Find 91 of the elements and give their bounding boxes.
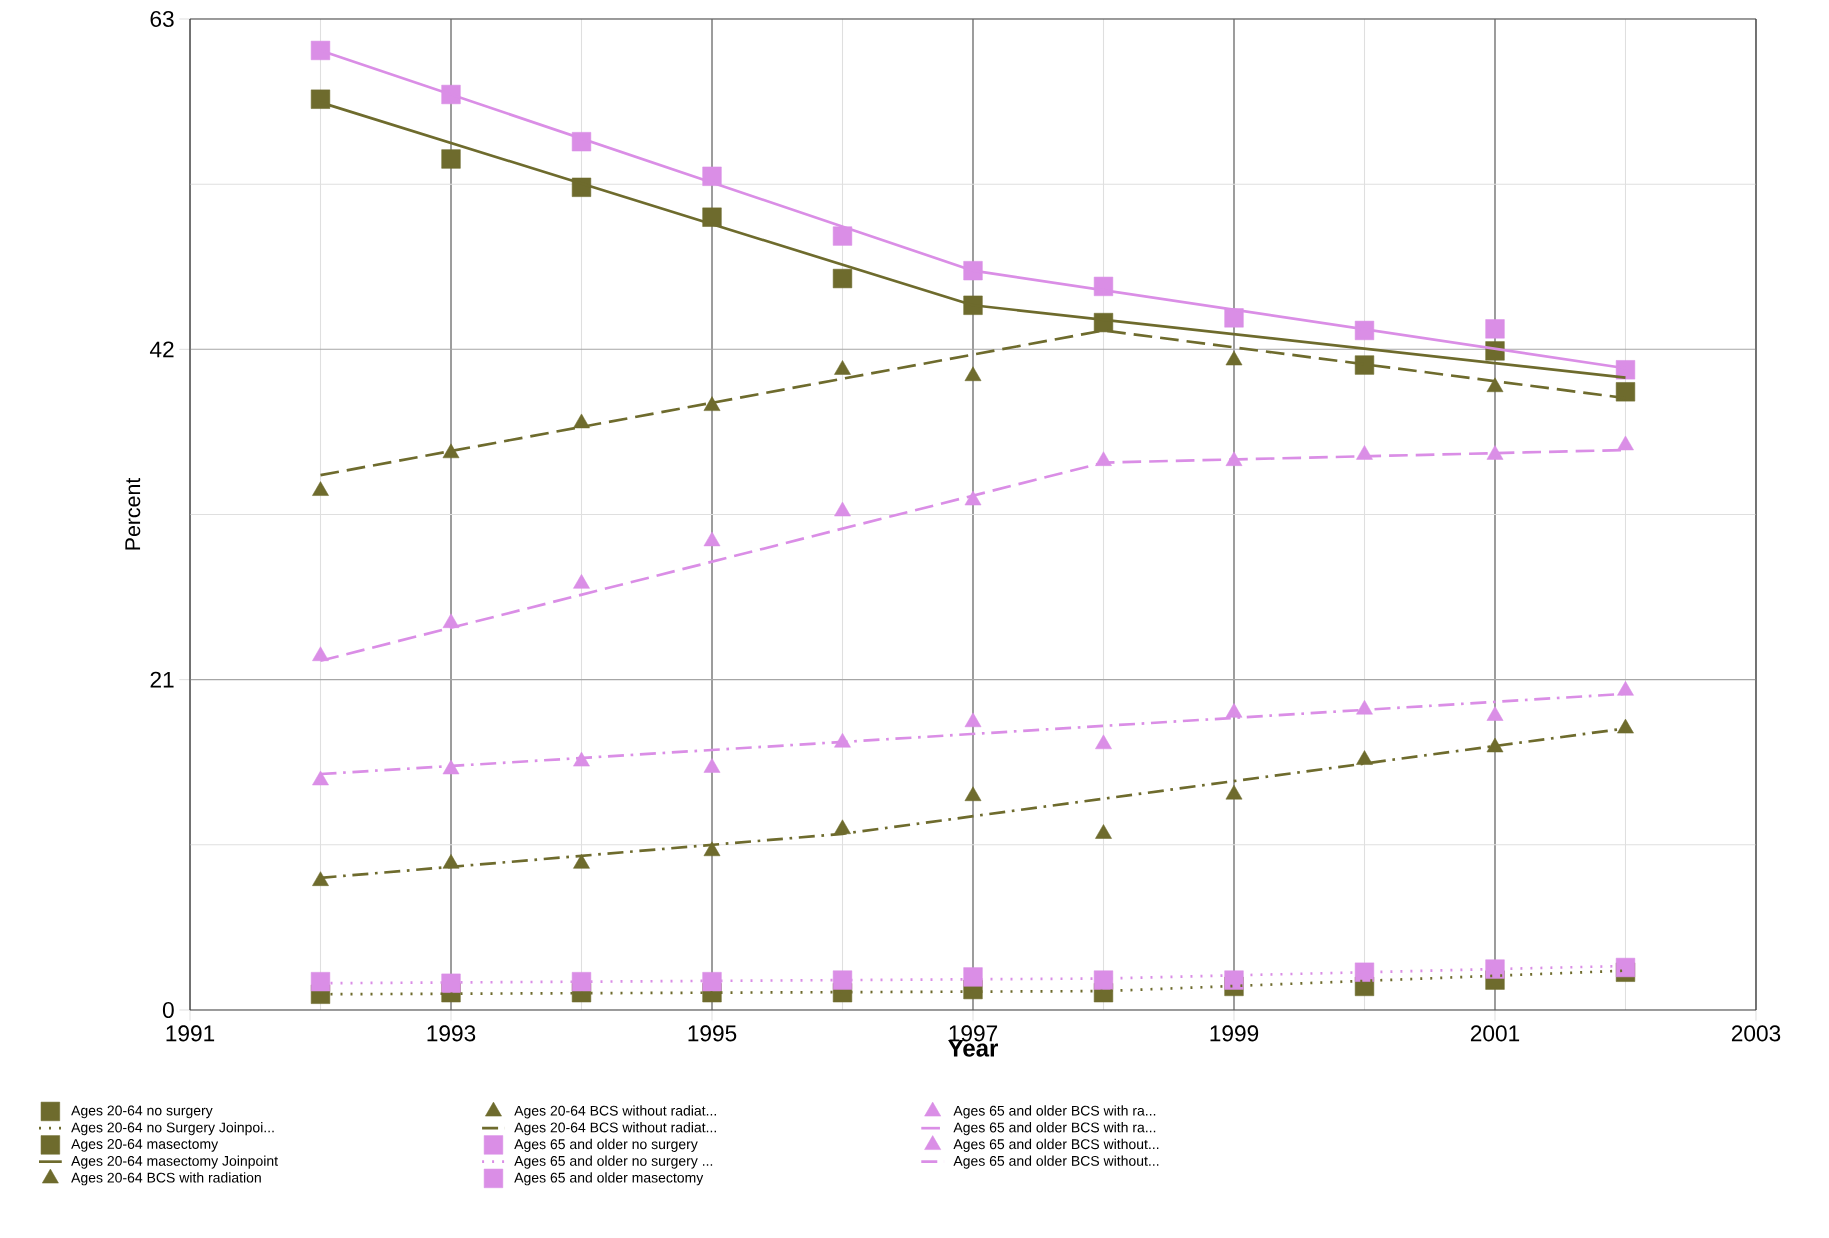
point (1486, 445, 1504, 460)
point (1356, 699, 1373, 715)
point (964, 712, 982, 728)
point (441, 149, 461, 169)
point (832, 970, 853, 990)
y-tick-label: 0 (162, 1001, 174, 1019)
point (1486, 737, 1504, 753)
x-axis-title: Year (948, 1039, 998, 1057)
point (1225, 703, 1243, 718)
legend-label: Ages 20-64 masectomy (71, 1139, 219, 1152)
y-tick-label: 21 (150, 671, 174, 688)
legend-label: Ages 20-64 BCS without radiat... (514, 1105, 716, 1119)
point (441, 973, 461, 993)
point (1617, 718, 1634, 734)
point (442, 443, 460, 459)
legend-label: Ages 65 and older BCS without... (953, 1138, 1159, 1152)
legend-label: Ages 65 and older no surgery ... (514, 1155, 713, 1169)
point (964, 786, 982, 801)
x-tick-label: 2001 (1470, 1025, 1520, 1042)
point (573, 854, 590, 869)
point (1224, 308, 1244, 328)
legend-label: Ages 20-64 no surgery (71, 1105, 213, 1119)
y-tick-label: 42 (149, 341, 174, 358)
x-tick-label: 1993 (427, 1025, 476, 1042)
point (573, 574, 590, 589)
point (310, 972, 331, 992)
point (1225, 350, 1243, 366)
point (1615, 382, 1636, 402)
point (1095, 734, 1112, 750)
point (1354, 355, 1375, 375)
y-axis-title: Percent (125, 477, 141, 550)
point (1224, 970, 1244, 990)
point (1095, 824, 1112, 839)
point (1615, 957, 1636, 978)
point (571, 972, 592, 992)
point (1356, 750, 1373, 765)
legend-label: Ages 20-64 no Surgery Joinpoi... (71, 1122, 274, 1136)
point (702, 972, 722, 992)
point (1485, 319, 1505, 339)
point (1485, 959, 1505, 979)
point (573, 751, 590, 767)
point (312, 646, 329, 661)
point (442, 613, 460, 628)
point (832, 226, 853, 246)
point (834, 360, 851, 375)
point (834, 732, 851, 748)
legend-label: Ages 20-64 BCS with radiation (71, 1172, 261, 1186)
x-tick-label: 1995 (688, 1025, 737, 1042)
point (832, 268, 853, 289)
point (312, 481, 329, 496)
point (703, 531, 721, 547)
x-tick-label: 1991 (166, 1025, 215, 1042)
legend-label: Ages 65 and older masectomy (514, 1172, 704, 1186)
legend-label: Ages 65 and older BCS without... (953, 1155, 1159, 1169)
point (703, 758, 721, 773)
point (442, 759, 460, 775)
legend-label: Ages 65 and older BCS with ra... (953, 1122, 1156, 1136)
x-tick-label: 1999 (1210, 1025, 1259, 1042)
point (1093, 970, 1114, 990)
point (703, 396, 721, 411)
point (1354, 962, 1375, 982)
point (310, 89, 331, 109)
point (964, 490, 982, 506)
point (703, 841, 721, 857)
legend-label: Ages 20-64 masectomy Joinpoint (71, 1155, 278, 1169)
point (702, 207, 722, 227)
point (1486, 377, 1504, 393)
point (1617, 435, 1634, 451)
point (1356, 445, 1373, 460)
point (1617, 681, 1634, 696)
point (310, 40, 331, 61)
point (1486, 706, 1504, 721)
point (1225, 784, 1243, 800)
legend-label: Ages 65 and older BCS with ra... (953, 1105, 1156, 1119)
x-tick-label: 1997 (949, 1025, 998, 1042)
legend-label: Ages 65 and older no surgery (514, 1138, 698, 1152)
point (963, 261, 983, 281)
x-tick-label: 2003 (1731, 1025, 1781, 1042)
point (834, 819, 851, 835)
point (964, 366, 982, 381)
y-tick-label: 63 (150, 10, 174, 28)
legend-label: Ages 20-64 BCS without radiat... (514, 1122, 716, 1136)
point (963, 967, 983, 987)
point (963, 295, 983, 315)
point (312, 871, 329, 886)
point (573, 413, 590, 429)
point (702, 166, 722, 186)
point (834, 501, 851, 517)
point (442, 854, 460, 869)
point (312, 770, 329, 786)
point (1615, 360, 1636, 380)
